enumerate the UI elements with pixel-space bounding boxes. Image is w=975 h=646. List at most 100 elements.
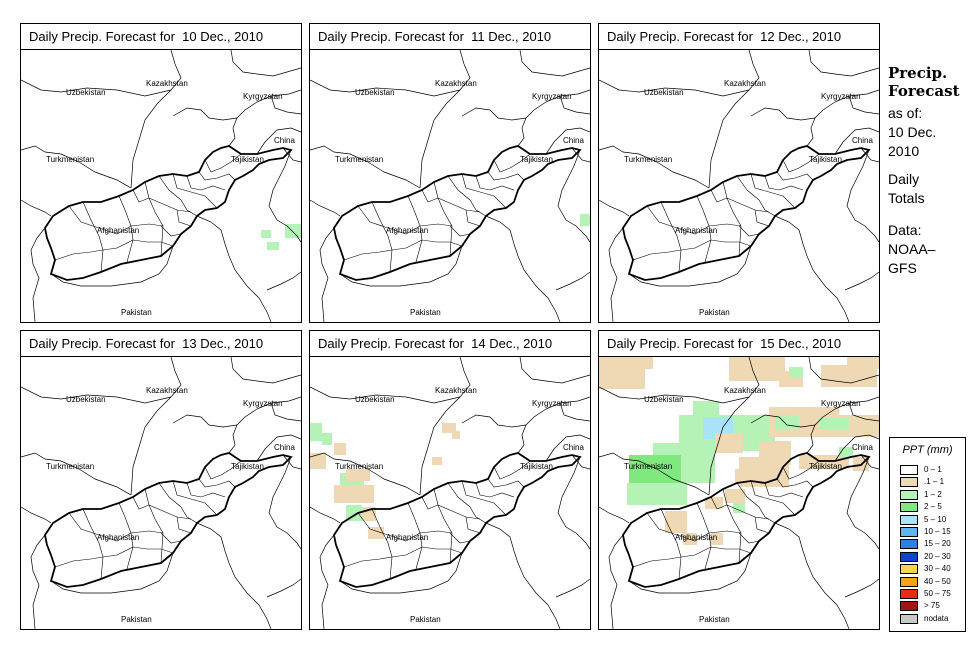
country-border (545, 127, 590, 155)
province-boundary (461, 173, 507, 209)
precip-cell (334, 443, 346, 455)
country-border (319, 227, 335, 322)
province-boundary (754, 209, 770, 227)
legend-label: > 75 (924, 601, 940, 611)
province-boundaries (343, 153, 531, 273)
legend-swatch (900, 613, 918, 624)
province-boundary (738, 532, 760, 544)
ppt-legend: PPT (mm) 0 – 1 .1 – 1 1 – 2 2 – 5 5 – 10 10 –… (889, 437, 966, 632)
precip-layer (580, 214, 590, 226)
province-boundary (782, 460, 820, 480)
forecast-panel-5: Daily Precip. Forecast for 14 Dec., 2010… (309, 330, 591, 630)
country-border (608, 227, 624, 322)
country-border (555, 578, 590, 598)
afghanistan-border (333, 145, 582, 281)
country-label-tajikistan: Tajikistan (231, 155, 264, 164)
province-boundary (632, 239, 712, 261)
country-border (860, 147, 879, 163)
afghanistan-border (622, 452, 871, 588)
forecast-date-line1: 10 Dec. (888, 124, 937, 140)
country-label-kazakhstan: Kazakhstan (146, 79, 188, 88)
province-boundary (132, 189, 150, 203)
panel-title: Daily Precip. Forecast for 11 Dec., 2010 (310, 24, 590, 50)
province-boundary (660, 508, 682, 580)
province-boundary (475, 175, 515, 191)
province-boundary (754, 516, 770, 534)
forecast-panel-3: Daily Precip. Forecast for 12 Dec., 2010… (598, 23, 880, 323)
country-border (310, 386, 461, 404)
province-boundary (343, 239, 423, 261)
province-boundary (632, 546, 712, 568)
legend-label: .1 – 1 (924, 477, 945, 487)
country-border (485, 215, 561, 322)
country-border (557, 149, 590, 243)
country-border (172, 414, 238, 428)
precip-map: Uzbekistan Kazakhstan Kyrgyzstan China Turkm… (21, 50, 301, 322)
country-border (848, 95, 879, 115)
country-border (282, 147, 301, 163)
country-border (30, 534, 46, 629)
country-border (21, 145, 132, 189)
legend-swatch (900, 527, 918, 537)
forecast-panel-6: Daily Precip. Forecast for 15 Dec., 2010… (598, 330, 880, 630)
precip-cell (711, 533, 723, 545)
country-label-uzbekistan: Uzbekistan (355, 395, 395, 404)
country-label-pakistan: Pakistan (410, 615, 441, 624)
country-label-kyrgyzstan: Kyrgyzstan (243, 92, 283, 101)
country-borders (599, 357, 879, 629)
precip-cell (839, 447, 853, 457)
country-border (339, 552, 463, 594)
precip-cell (599, 367, 645, 389)
country-border (230, 357, 301, 384)
province-boundaries (54, 153, 242, 273)
province-boundary (726, 504, 770, 520)
precip-cell (285, 224, 301, 238)
precip-cell (310, 423, 322, 441)
country-border (230, 50, 301, 77)
legend-title: PPT (mm) (902, 444, 953, 456)
precip-cell (452, 431, 460, 439)
province-boundary (750, 173, 796, 209)
province-boundary (750, 480, 796, 516)
province-boundary (176, 516, 192, 534)
country-border (461, 414, 527, 428)
legend-swatch (900, 465, 918, 475)
country-border (599, 79, 750, 97)
country-border (419, 357, 471, 496)
country-border (310, 506, 341, 524)
country-border (196, 522, 272, 629)
province-boundary (54, 546, 134, 568)
legend-swatch (900, 489, 918, 500)
legend-swatch (900, 589, 918, 599)
province-boundary (726, 197, 770, 213)
precip-cell (267, 242, 279, 250)
legend-swatch (900, 551, 918, 562)
country-border (708, 50, 760, 189)
country-label-uzbekistan: Uzbekistan (66, 395, 106, 404)
country-borders (310, 357, 590, 629)
country-label-afghanistan: Afghanistan (97, 533, 139, 542)
province-boundary (475, 482, 515, 498)
precip-map: Uzbekistan Kazakhstan Kyrgyzstan China Turkm… (599, 357, 879, 629)
province-boundary (493, 153, 531, 173)
country-border (266, 271, 301, 291)
province-boundary (710, 239, 752, 247)
country-label-kyrgyzstan: Kyrgyzstan (532, 399, 572, 408)
forecast-date-line2: 2010 (888, 143, 920, 159)
province-boundary (82, 201, 104, 273)
country-border (268, 456, 301, 550)
province-boundaries (632, 153, 820, 273)
legend-label: 5 – 10 (924, 514, 947, 524)
country-border (750, 107, 816, 121)
country-label-china: China (274, 443, 295, 452)
afghanistan-border (333, 452, 582, 588)
country-label-china: China (852, 136, 873, 145)
country-label-kyrgyzstan: Kyrgyzstan (532, 92, 572, 101)
precip-cell (725, 489, 745, 503)
precip-cell (322, 433, 332, 445)
country-labels: Uzbekistan Kazakhstan Kyrgyzstan China Turkm… (335, 79, 584, 317)
country-border (599, 386, 750, 404)
country-label-afghanistan: Afghanistan (675, 226, 717, 235)
precip-layer (310, 423, 460, 539)
country-border (282, 454, 301, 470)
